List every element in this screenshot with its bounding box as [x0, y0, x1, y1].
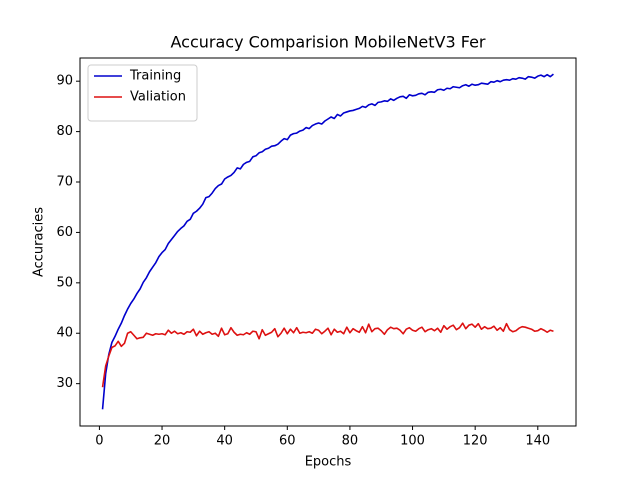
y-tick-label: 30 [56, 376, 73, 391]
x-tick-label: 0 [95, 434, 103, 449]
legend-label: Training [129, 69, 181, 84]
x-tick-label: 20 [154, 434, 171, 449]
y-tick-label: 70 [56, 175, 73, 190]
x-tick-label: 120 [463, 434, 488, 449]
chart-title: Accuracy Comparision MobileNetV3 Fer [171, 33, 486, 52]
legend-label: Valiation [130, 90, 186, 105]
x-tick-label: 80 [342, 434, 359, 449]
y-tick-label: 80 [56, 124, 73, 139]
legend-box [87, 64, 198, 122]
x-tick-label: 40 [216, 434, 233, 449]
y-tick-label: 90 [56, 74, 73, 89]
x-axis-label: Epochs [305, 455, 352, 470]
x-tick-label: 140 [525, 434, 550, 449]
x-tick-label: 100 [400, 434, 425, 449]
y-tick-label: 50 [56, 275, 73, 290]
y-tick-label: 60 [56, 225, 73, 240]
x-tick-label: 60 [279, 434, 296, 449]
series-line [101, 322, 554, 388]
y-tick-label: 40 [56, 326, 73, 341]
series-line [101, 73, 554, 410]
y-axis-label: Accuracies [32, 207, 47, 277]
plot-frame [79, 57, 577, 427]
